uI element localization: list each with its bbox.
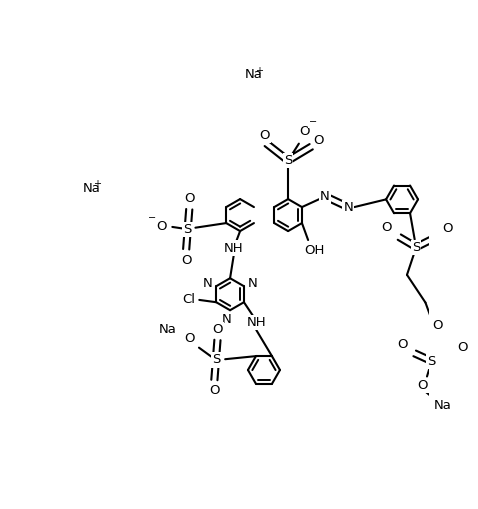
Text: NH: NH [224,242,244,254]
Text: N: N [222,313,232,326]
Text: S: S [284,154,292,167]
Text: +: + [255,66,263,76]
Text: Na: Na [434,399,451,412]
Text: O: O [314,134,324,147]
Text: S: S [412,241,421,253]
Text: Na: Na [245,68,262,81]
Text: Na: Na [83,182,101,194]
Text: O: O [181,253,191,267]
Text: S: S [212,353,220,366]
Text: O: O [433,319,443,332]
Text: S: S [427,355,436,367]
Text: N: N [248,277,257,291]
Text: O: O [212,323,223,335]
Text: O: O [299,125,310,138]
Text: O: O [397,337,408,351]
Text: Na: Na [159,323,177,335]
Text: O: O [382,220,392,234]
Text: −: − [148,213,156,223]
Text: O: O [260,129,270,143]
Text: N: N [343,201,353,214]
Text: O: O [417,379,428,392]
Text: O: O [457,341,467,354]
Text: N: N [203,277,213,291]
Text: O: O [156,220,167,233]
Text: O: O [184,192,195,205]
Text: Cl: Cl [182,293,195,305]
Text: OH: OH [304,244,325,258]
Text: S: S [184,223,192,236]
Text: +: + [93,179,101,189]
Text: −: − [309,117,317,127]
Text: N: N [320,190,330,203]
Text: O: O [442,222,452,235]
Text: O: O [209,384,219,398]
Text: O: O [185,332,195,345]
Text: NH: NH [247,316,266,329]
